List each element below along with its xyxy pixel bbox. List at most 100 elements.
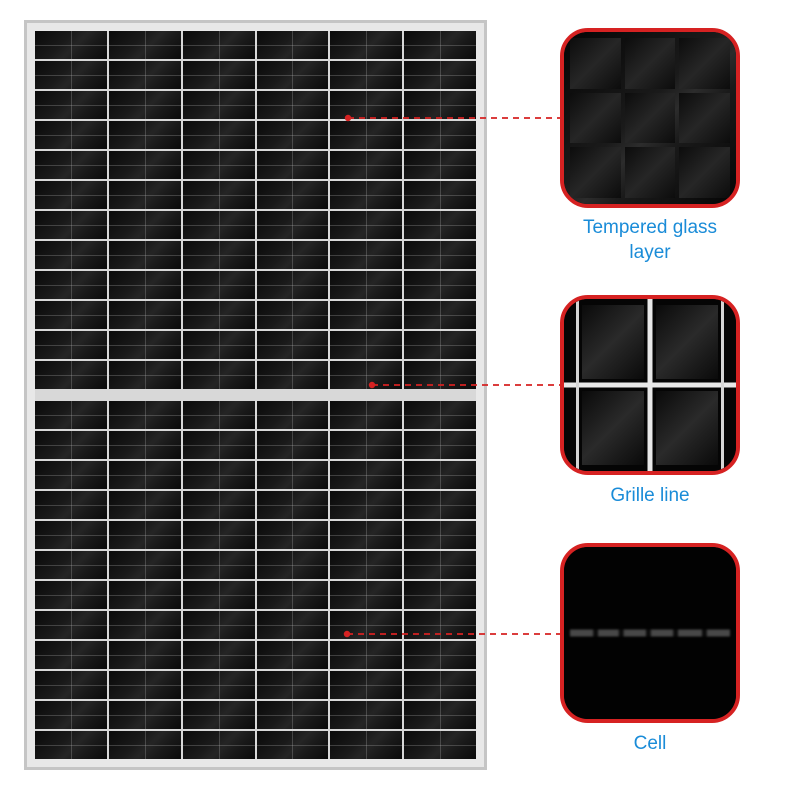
panel-cell (404, 121, 476, 149)
panel-cell (257, 551, 329, 579)
panel-cell (404, 431, 476, 459)
panel-cell (183, 551, 255, 579)
panel-cell (183, 91, 255, 119)
panel-cell (330, 701, 402, 729)
panel-cell (404, 611, 476, 639)
panel-cell (109, 581, 181, 609)
panel-cell (404, 581, 476, 609)
callout-cell (560, 543, 740, 723)
panel-cell (109, 701, 181, 729)
panel-cell (404, 31, 476, 59)
panel-cell (35, 431, 107, 459)
panel-cell (183, 431, 255, 459)
panel-cell (404, 301, 476, 329)
panel-cell (35, 331, 107, 359)
panel-cell (404, 211, 476, 239)
panel-cell (404, 461, 476, 489)
panel-cell (183, 301, 255, 329)
panel-cell (257, 701, 329, 729)
panel-cell (257, 641, 329, 669)
panel-cell (257, 611, 329, 639)
panel-cell (35, 521, 107, 549)
panel-cell (35, 551, 107, 579)
panel-cell (257, 361, 329, 389)
panel-cell (404, 551, 476, 579)
panel-cell (330, 671, 402, 699)
panel-cell (330, 361, 402, 389)
solar-panel (24, 20, 487, 770)
callout-tempered-glass (560, 28, 740, 208)
panel-cell (330, 31, 402, 59)
panel-cell (35, 91, 107, 119)
panel-cell (35, 241, 107, 269)
panel-cell (330, 641, 402, 669)
panel-cell (404, 181, 476, 209)
panel-cell (35, 211, 107, 239)
panel-cell (330, 491, 402, 519)
panel-cell (330, 61, 402, 89)
panel-cell (35, 61, 107, 89)
panel-cell (404, 671, 476, 699)
panel-cell (35, 361, 107, 389)
panel-cell (109, 521, 181, 549)
panel-cell (35, 611, 107, 639)
panel-cell (330, 731, 402, 759)
panel-cell (109, 491, 181, 519)
panel-cell (183, 151, 255, 179)
panel-cell (35, 461, 107, 489)
callout-cell-content (564, 547, 736, 719)
panel-cell (257, 401, 329, 429)
panel-cell (183, 641, 255, 669)
panel-cell (404, 331, 476, 359)
panel-cell (109, 271, 181, 299)
panel-cell (330, 331, 402, 359)
panel-cell (35, 401, 107, 429)
panel-cell (404, 641, 476, 669)
panel-cell (330, 181, 402, 209)
panel-cell (109, 241, 181, 269)
panel-cell (109, 31, 181, 59)
panel-cell (330, 91, 402, 119)
panel-cell (330, 461, 402, 489)
panel-cell (257, 581, 329, 609)
panel-cell (35, 701, 107, 729)
panel-cell (183, 61, 255, 89)
panel-cell (257, 521, 329, 549)
panel-cell (35, 671, 107, 699)
panel-cell (183, 491, 255, 519)
panel-cell (330, 401, 402, 429)
panel-cell (330, 271, 402, 299)
panel-cell (183, 461, 255, 489)
panel-cell (330, 151, 402, 179)
panel-cell (257, 671, 329, 699)
panel-cell (404, 521, 476, 549)
panel-cell (330, 301, 402, 329)
panel-cell (35, 181, 107, 209)
panel-cell (404, 361, 476, 389)
panel-cell (35, 121, 107, 149)
label-tempered-glass: Tempered glass layer (560, 216, 740, 265)
panel-cell (109, 461, 181, 489)
panel-cell (404, 271, 476, 299)
panel-cell (257, 241, 329, 269)
panel-cell (257, 151, 329, 179)
panel-cell (404, 151, 476, 179)
panel-cell (35, 641, 107, 669)
panel-cell (257, 121, 329, 149)
label-cell: Cell (560, 732, 740, 757)
panel-cell (183, 731, 255, 759)
panel-cell (35, 731, 107, 759)
panel-cell (257, 461, 329, 489)
panel-cell (109, 151, 181, 179)
panel-cell (183, 611, 255, 639)
panel-cell (183, 121, 255, 149)
panel-cell (257, 301, 329, 329)
panel-cell (109, 121, 181, 149)
panel-cell (404, 491, 476, 519)
panel-cell (109, 91, 181, 119)
panel-cell (183, 211, 255, 239)
panel-cell (330, 611, 402, 639)
panel-cell (404, 241, 476, 269)
panel-cell (109, 331, 181, 359)
panel-cell (330, 121, 402, 149)
